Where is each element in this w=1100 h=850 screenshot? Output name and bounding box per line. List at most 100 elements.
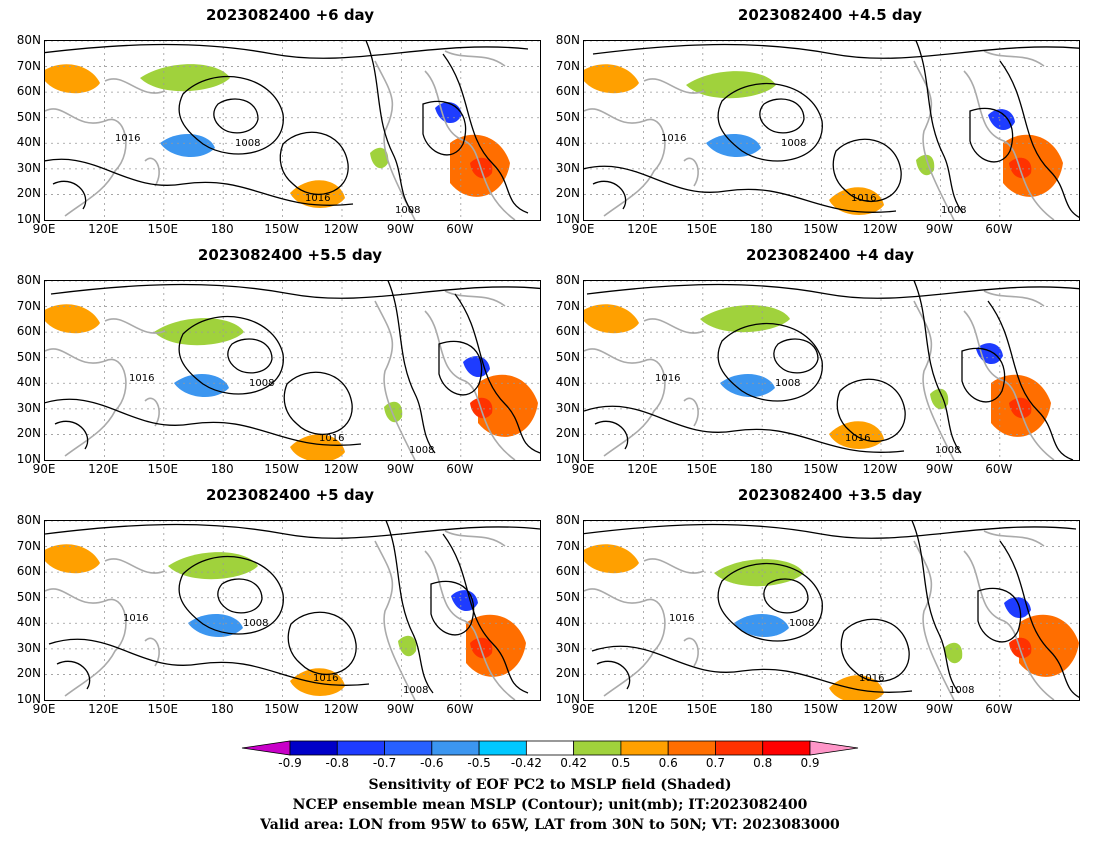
- shaded-region: [686, 71, 776, 99]
- shaded-region: [1004, 597, 1031, 619]
- coastline: [643, 78, 705, 94]
- mslp-contour: [283, 371, 353, 435]
- lon-tick-label: 150W: [264, 222, 299, 236]
- shaded-region: [720, 373, 775, 398]
- contour-label: 1008: [249, 378, 274, 389]
- lon-tick-label: 90E: [32, 462, 56, 476]
- mslp-contour: [178, 555, 284, 635]
- contour-label: 1016: [129, 373, 154, 384]
- colorbar: [241, 740, 859, 756]
- lat-tick-label: 60N: [555, 84, 580, 99]
- shaded-region: [154, 318, 244, 346]
- colorbar-tick-label: -0.9: [278, 756, 302, 770]
- coastline: [104, 558, 166, 574]
- colorbar-cell: [289, 740, 338, 756]
- coastline: [913, 540, 955, 700]
- lat-tick-label: 10N: [16, 692, 41, 706]
- mslp-contour: [961, 347, 1006, 403]
- mslp-contour: [596, 660, 631, 690]
- lat-tick-label: 20N: [555, 186, 580, 201]
- mslp-contour: [915, 41, 964, 214]
- lat-tick-label: 20N: [16, 186, 41, 201]
- mslp-contour: [217, 578, 263, 614]
- shaded-region: [988, 109, 1015, 131]
- lon-tick-label: 120W: [862, 462, 898, 476]
- shaded-region: [174, 373, 229, 398]
- shaded-region: [45, 304, 100, 334]
- panel-title-3: 2023082400 +4 day: [746, 246, 914, 264]
- lon-tick-label: 150W: [803, 702, 838, 716]
- panel-title-4: 2023082400 +5 day: [206, 486, 374, 504]
- lon-tick-label: 90E: [571, 462, 595, 476]
- mslp-contour: [454, 293, 540, 454]
- lon-tick-label: 90W: [925, 462, 953, 476]
- coastline: [983, 50, 1045, 67]
- lon-tick-label: 90E: [571, 702, 595, 716]
- lon-tick-label: 90W: [925, 702, 953, 716]
- colorbar-tick-label: -0.42: [510, 756, 542, 770]
- mslp-contour: [969, 107, 1014, 163]
- mslp-contour: [717, 322, 823, 402]
- mslp-contour: [584, 405, 905, 453]
- shaded-region: [384, 401, 403, 423]
- colorbar-cell: [384, 740, 433, 756]
- lon-tick-label: 120E: [627, 462, 658, 476]
- mslp-contour: [584, 165, 897, 213]
- coastline: [584, 108, 666, 217]
- colorbar-tick-label: 0.7: [705, 756, 725, 770]
- coastline: [963, 70, 1055, 220]
- map-svg-2: 1016 1008 1016 1008: [45, 281, 540, 460]
- shaded-region: [45, 544, 100, 574]
- mslp-contour: [45, 398, 362, 446]
- colorbar-cell: [525, 740, 575, 756]
- lat-tick-label: 60N: [555, 324, 580, 339]
- lon-tick-label: 90W: [386, 462, 414, 476]
- colorbar-tick-label: 0.8: [753, 756, 773, 770]
- mslp-contour: [911, 521, 960, 694]
- lon-tick-label: 120E: [627, 702, 658, 716]
- lon-tick-label: 150W: [803, 462, 838, 476]
- lon-tick-label: 150E: [686, 702, 718, 716]
- mslp-contour: [584, 523, 1077, 539]
- shaded-region: [930, 388, 949, 410]
- lon-tick-label: 150E: [147, 462, 179, 476]
- shaded-region: [160, 133, 215, 158]
- shaded-region: [700, 305, 790, 333]
- contour-label: 1008: [781, 138, 806, 149]
- coastline: [374, 300, 416, 460]
- caption-line-1: Sensitivity of EOF PC2 to MSLP field (Sh…: [368, 777, 732, 793]
- contour-label: 1008: [243, 618, 268, 629]
- colorbar-cell: [762, 740, 811, 756]
- lat-tick-label: 80N: [16, 273, 41, 287]
- lat-tick-label: 70N: [16, 538, 41, 553]
- lon-tick-label: 60W: [985, 222, 1013, 236]
- contour-label: 1008: [949, 685, 974, 696]
- lat-tick-label: 40N: [16, 135, 41, 150]
- coastline: [683, 397, 699, 427]
- contour-label: 1008: [409, 445, 434, 456]
- lon-tick-label: 120W: [323, 222, 359, 236]
- mslp-contour: [594, 420, 629, 450]
- coastline: [444, 50, 506, 67]
- lat-tick-label: 20N: [16, 666, 41, 681]
- lat-tick-label: 30N: [16, 160, 41, 175]
- lon-tick-label: 120E: [627, 222, 658, 236]
- lat-tick-label: 40N: [555, 375, 580, 390]
- coastline: [963, 550, 1055, 700]
- mslp-contour: [45, 523, 540, 539]
- coastline: [584, 348, 666, 457]
- map-svg-5: 1016 1008 1016 1008: [584, 521, 1079, 700]
- mslp-contour: [287, 611, 357, 675]
- coastline: [104, 318, 166, 334]
- contour-label: 1008: [395, 205, 420, 216]
- lat-tick-label: 50N: [555, 349, 580, 364]
- mslp-contour: [178, 75, 284, 155]
- shaded-region: [734, 613, 789, 638]
- mslp-contour: [999, 60, 1079, 218]
- lat-tick-label: 80N: [555, 513, 580, 527]
- lat-tick-label: 30N: [555, 400, 580, 415]
- lat-tick-label: 70N: [555, 298, 580, 313]
- mslp-contour: [45, 158, 354, 206]
- colorbar-cell: [336, 740, 385, 756]
- contour-label: 1016: [669, 613, 694, 624]
